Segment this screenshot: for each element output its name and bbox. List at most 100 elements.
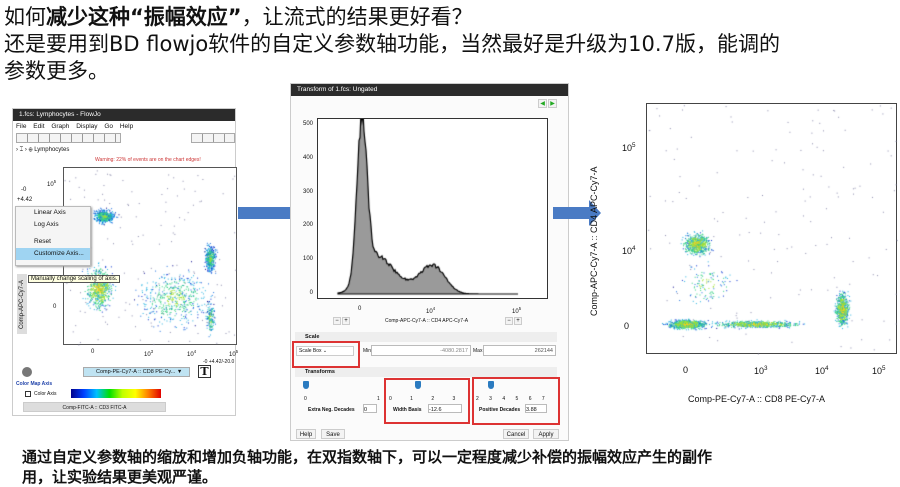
flowjo-graph-window: 1.fcs: Lymphocytes - FlowJo File Edit Gr… — [12, 108, 239, 416]
menu-item-linear-axis[interactable]: Linear Axis — [34, 209, 66, 216]
zoom-in-button[interactable]: + — [514, 317, 522, 325]
x-range: -0 +4.42/-20.0 — [203, 359, 235, 365]
y-range-top: -0 — [21, 187, 27, 193]
color-map-header: Color Map Axis — [16, 381, 53, 387]
breadcrumb[interactable]: › ⌶ › ⊕ Lymphocytes — [16, 147, 70, 153]
extra-neg-decades-label: Extra Neg. Decades — [308, 407, 355, 413]
y-tick: 400 — [302, 154, 313, 161]
menu-go[interactable]: Go — [104, 123, 113, 130]
x-tick: 103 — [754, 365, 768, 376]
zoom-out-button[interactable]: − — [333, 317, 341, 325]
y-axis-param-selector[interactable]: Comp-APC-Cy7-A — [17, 274, 27, 334]
x-tick: 104 — [426, 306, 436, 315]
transforms-section-header[interactable]: Transforms — [295, 367, 557, 377]
min-field[interactable]: -4080.2817 — [371, 345, 471, 356]
y-tick: 500 — [302, 121, 313, 127]
axis-context-menu: Linear Axis Log Axis Reset Customize Axi… — [15, 206, 91, 266]
menu-graph[interactable]: Graph — [51, 123, 70, 130]
scatter-plot[interactable] — [63, 167, 238, 346]
scale-type-select[interactable]: Scale Box ⌄ — [296, 346, 354, 356]
slider-ticks: 2 3 4 5 6 7 — [476, 396, 545, 402]
x-axis-label: Comp-APC-Cy7-A :: CD4 APC-Cy7-A — [385, 318, 469, 324]
menu-help[interactable]: Help — [119, 123, 134, 130]
x-tick: 0 — [683, 365, 689, 375]
save-button[interactable]: Save — [321, 429, 345, 439]
footer-line1: 通过自定义参数轴的缩放和增加负轴功能，在双指数轴下，可以一定程度减少补偿的振幅效… — [22, 448, 713, 466]
menu-item-customize-axis[interactable]: Customize Axis... — [16, 248, 90, 260]
slide-title-line1: 如何减少这种“振幅效应”，让流式的结果更好看？ — [4, 5, 473, 29]
x-tick: 104 — [815, 365, 829, 376]
x-tick: 105 — [512, 306, 522, 315]
warning-text: Warning: 22% of events are on the chart … — [95, 157, 201, 163]
x-axis-label: Comp-PE-Cy7-A :: CD8 PE-Cy7-A — [688, 394, 826, 404]
zoom-out-button[interactable]: − — [505, 317, 513, 325]
x-tick: 0 — [91, 349, 95, 355]
y-tick: 104 — [622, 245, 636, 256]
color-param-button[interactable]: Comp-FITC-A :: CD3 FITC-A — [23, 402, 166, 412]
nav-toolbar[interactable] — [191, 133, 235, 143]
positive-decades-slider[interactable] — [488, 381, 494, 389]
menu-item-reset[interactable]: Reset — [34, 238, 51, 245]
width-basis-field[interactable]: -12.6 — [428, 404, 462, 413]
y-tick: 200 — [302, 222, 313, 229]
next-arrow-icon[interactable]: ▶ — [548, 99, 557, 108]
y-tick: 100 — [302, 256, 313, 263]
help-button[interactable]: Help — [296, 429, 316, 439]
previous-arrow-icon[interactable]: ◀ — [538, 99, 547, 108]
result-scatter-plot — [646, 103, 898, 355]
apply-button[interactable]: Apply — [533, 429, 559, 439]
y-tick: 105 — [47, 179, 57, 188]
y-tick: 0 — [309, 290, 313, 296]
slide-title-line3: 参数更多。 — [4, 59, 109, 83]
menu-edit[interactable]: Edit — [33, 123, 45, 130]
slider-ticks: 0 1 2 3 — [389, 396, 456, 402]
menu-file[interactable]: File — [16, 123, 27, 130]
positive-decades-field[interactable]: 3.88 — [525, 404, 547, 413]
x-tick: 105 — [872, 365, 886, 376]
x-tick: 103 — [144, 349, 154, 358]
highlight-scale-box — [292, 341, 360, 368]
width-basis-label: Width Basis — [393, 407, 422, 413]
menu-bar[interactable]: File Edit Graph Display Go Help — [16, 123, 133, 130]
x-tick: 104 — [187, 349, 197, 358]
y-tick: 300 — [302, 188, 313, 195]
tooltip: Manually change scaling of axis. — [28, 275, 121, 283]
cancel-button[interactable]: Cancel — [503, 429, 529, 439]
x-param-dropdown[interactable]: Comp-PE-Cy7-A :: CD8 PE-Cy... ▼ — [83, 367, 190, 377]
min-label: Min — [363, 348, 372, 354]
y-tick: 105 — [622, 142, 636, 153]
settings-icon[interactable] — [22, 367, 32, 377]
x-tick: 0 — [358, 306, 362, 312]
max-field[interactable]: 262144 — [483, 345, 556, 356]
positive-decades-label: Positive Decades — [479, 407, 521, 413]
extra-neg-decades-field[interactable]: 0 — [363, 404, 377, 413]
transform-window: Transform of 1.fcs: Ungated ◀ ▶ 0 104 10… — [290, 83, 569, 441]
zoom-in-button[interactable]: + — [342, 317, 350, 325]
slide-title-line2: 还是要用到BD flowjo软件的自定义参数轴功能，当然最好是升级为10.7版，… — [4, 32, 780, 56]
max-label: Max — [473, 348, 483, 354]
arrow-right-icon — [553, 200, 601, 226]
x-tick: 105 — [229, 349, 239, 358]
footer-line2: 用，让实验结果更美观严谨。 — [22, 468, 218, 486]
gate-toolbar[interactable] — [16, 133, 121, 143]
window-title: 1.fcs: Lymphocytes - FlowJo — [13, 109, 235, 121]
slider-tick: 0 — [304, 396, 307, 402]
y-tick: 0 — [53, 304, 57, 310]
histogram-plot[interactable] — [317, 118, 549, 300]
color-axis-label: Color Axis — [34, 391, 57, 397]
scale-section-header[interactable]: Scale — [295, 332, 557, 342]
window-title: Transform of 1.fcs: Ungated — [291, 84, 568, 96]
width-basis-slider[interactable] — [415, 381, 421, 389]
extra-neg-decades-slider[interactable] — [303, 381, 309, 389]
highlight-width-basis — [384, 378, 470, 424]
y-axis-label: Comp-APC-Cy7-A — [19, 279, 25, 329]
text-annotation-button[interactable]: T — [198, 365, 211, 378]
menu-item-log-axis[interactable]: Log Axis — [34, 221, 59, 228]
y-axis-label: Comp-APC-Cy7-A :: CD4 APC-Cy7-A — [589, 166, 599, 316]
color-axis-checkbox[interactable] — [25, 391, 31, 397]
color-gradient-bar — [71, 389, 161, 398]
y-range-bottom: +4.42 — [17, 197, 33, 203]
slider-tick: 1 — [377, 396, 380, 402]
menu-display[interactable]: Display — [76, 123, 98, 130]
highlight-positive-decades — [472, 377, 560, 425]
